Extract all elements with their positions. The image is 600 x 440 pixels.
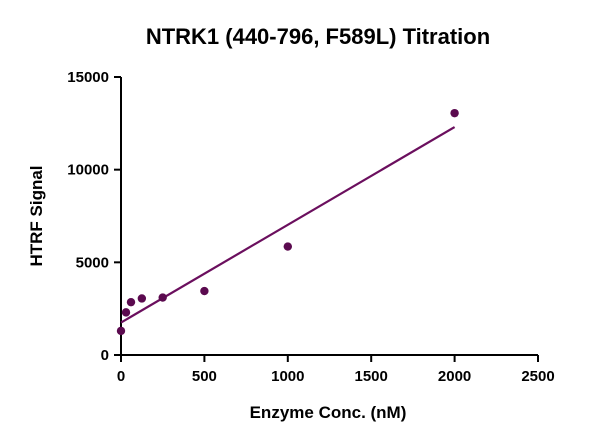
data-point	[126, 297, 136, 307]
x-tick-label: 2500	[521, 368, 554, 385]
axes: 0 500 1000 1500 2000 2500 0 5000 10000 15000	[67, 69, 554, 385]
x-axis-label: Enzyme Conc. (nM)	[250, 403, 407, 422]
y-tick-label: 15000	[67, 69, 109, 86]
y-tick-label: 0	[101, 347, 109, 364]
x-tick-label: 1500	[355, 368, 388, 385]
y-tick-label: 10000	[67, 162, 109, 179]
x-tick-label: 0	[117, 368, 125, 385]
y-tick-label: 5000	[76, 254, 109, 271]
data-point	[200, 286, 209, 296]
x-tick-label: 500	[192, 368, 217, 385]
data-point	[158, 293, 167, 302]
fit-line-group	[120, 126, 456, 324]
fit-line	[120, 126, 456, 324]
x-tick-label: 2000	[438, 368, 471, 385]
data-point	[121, 308, 131, 317]
data-points	[116, 108, 459, 336]
data-point	[116, 326, 126, 336]
data-point	[283, 242, 292, 251]
chart-title: NTRK1 (440-796, F589L) Titration	[146, 24, 490, 49]
y-axis-label: HTRF Signal	[27, 165, 46, 266]
data-point	[450, 108, 459, 118]
x-tick-label: 1000	[271, 368, 304, 385]
data-point	[137, 294, 147, 303]
